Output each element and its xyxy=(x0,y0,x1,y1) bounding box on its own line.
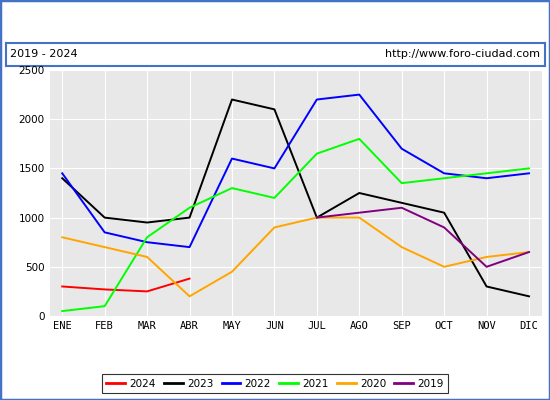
Text: Evolucion Nº Turistas Nacionales en el municipio de Palacios de Goda: Evolucion Nº Turistas Nacionales en el m… xyxy=(32,14,518,28)
Text: 2019 - 2024: 2019 - 2024 xyxy=(10,49,78,59)
Text: http://www.foro-ciudad.com: http://www.foro-ciudad.com xyxy=(385,49,540,59)
Legend: 2024, 2023, 2022, 2021, 2020, 2019: 2024, 2023, 2022, 2021, 2020, 2019 xyxy=(102,374,448,393)
